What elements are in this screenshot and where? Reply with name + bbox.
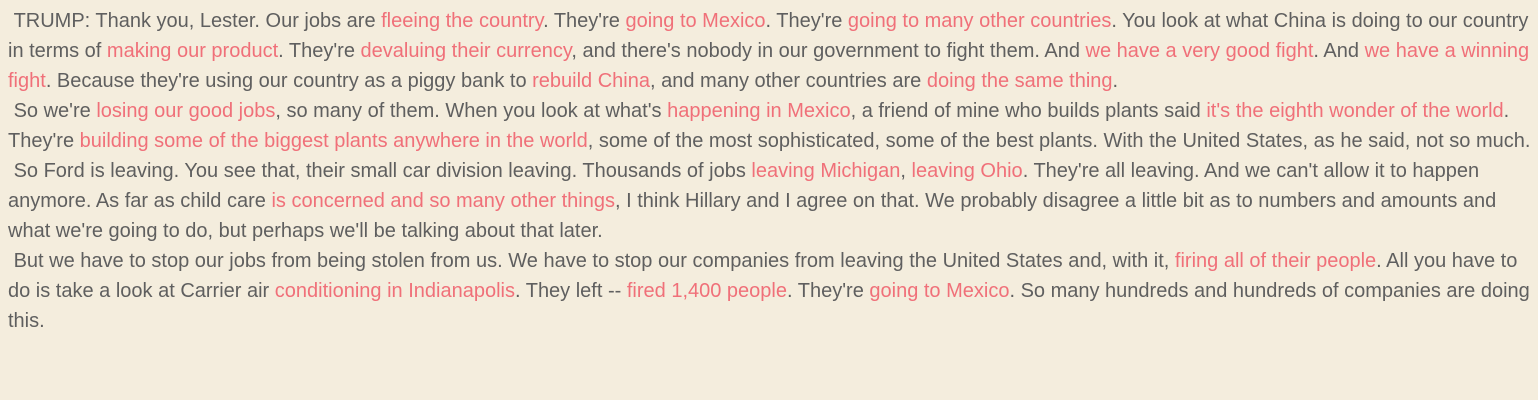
highlighted-phrase: fleeing the country (381, 10, 544, 32)
highlighted-phrase: we have a winning fight (8, 40, 1535, 92)
highlighted-phrase: building some of the biggest plants anyw… (79, 130, 588, 152)
text-segment: . They're (765, 10, 848, 32)
highlighted-phrase: going to many other countries (847, 10, 1112, 32)
text-segment: But we have to stop our jobs from being … (8, 250, 1175, 272)
highlighted-phrase: fired 1,400 people (626, 280, 787, 302)
text-segment: . So many hundreds and hundreds of compa… (8, 280, 1536, 332)
text-segment: . They're (787, 280, 870, 302)
text-segment: . They're (278, 40, 361, 62)
highlighted-phrase: conditioning in Indianapolis (274, 280, 515, 302)
highlighted-phrase: happening in Mexico (667, 100, 851, 122)
text-segment: , I think Hillary and I agree on that. W… (8, 190, 1502, 242)
highlighted-phrase: devaluing their currency (360, 40, 572, 62)
text-segment: . All you have to do is take a look at C… (8, 250, 1523, 302)
text-segment: . They're all leaving. And we can't allo… (8, 160, 1485, 212)
transcript-paragraph: But we have to stop our jobs from being … (8, 246, 1532, 336)
highlighted-phrase: going to Mexico (869, 280, 1010, 302)
text-segment: , some of the most sophisticated, some o… (587, 130, 1531, 152)
text-segment: , and there's nobody in our government t… (571, 40, 1086, 62)
text-segment: So we're (8, 100, 97, 122)
text-segment: . (1112, 70, 1119, 92)
text-segment: . They're (8, 100, 1515, 152)
text-segment: , so many of them. When you look at what… (275, 100, 668, 122)
text-segment: . They left -- (514, 280, 627, 302)
text-segment: , (900, 160, 912, 182)
highlighted-phrase: leaving Michigan (751, 160, 901, 182)
highlighted-phrase: is concerned and so many other things (271, 190, 615, 212)
text-segment: . And (1313, 40, 1365, 62)
highlighted-phrase: doing the same thing (926, 70, 1113, 92)
text-segment: . Because they're using our country as a… (45, 70, 533, 92)
highlighted-phrase: we have a very good fight (1085, 40, 1314, 62)
transcript-paragraph: So we're losing our good jobs, so many o… (8, 96, 1532, 156)
highlighted-phrase: it's the eighth wonder of the world (1206, 100, 1504, 122)
text-segment: . They're (543, 10, 626, 32)
text-segment: . You look at what China is doing to our… (8, 10, 1534, 62)
transcript-text: TRUMP: Thank you, Lester. Our jobs are f… (8, 6, 1532, 336)
text-segment: So Ford is leaving. You see that, their … (8, 160, 752, 182)
highlighted-phrase: losing our good jobs (96, 100, 276, 122)
text-segment: , a friend of mine who builds plants sai… (850, 100, 1207, 122)
highlighted-phrase: making our product (106, 40, 279, 62)
highlighted-phrase: rebuild China (532, 70, 650, 92)
clipped-header-fragment (16, 0, 76, 2)
transcript-paragraph: So Ford is leaving. You see that, their … (8, 156, 1532, 246)
highlighted-phrase: leaving Ohio (911, 160, 1023, 182)
highlighted-phrase: going to Mexico (625, 10, 766, 32)
text-segment: TRUMP: Thank you, Lester. Our jobs are (8, 10, 382, 32)
text-segment: , and many other countries are (650, 70, 927, 92)
transcript-paragraph: TRUMP: Thank you, Lester. Our jobs are f… (8, 6, 1532, 96)
highlighted-phrase: firing all of their people (1174, 250, 1377, 272)
